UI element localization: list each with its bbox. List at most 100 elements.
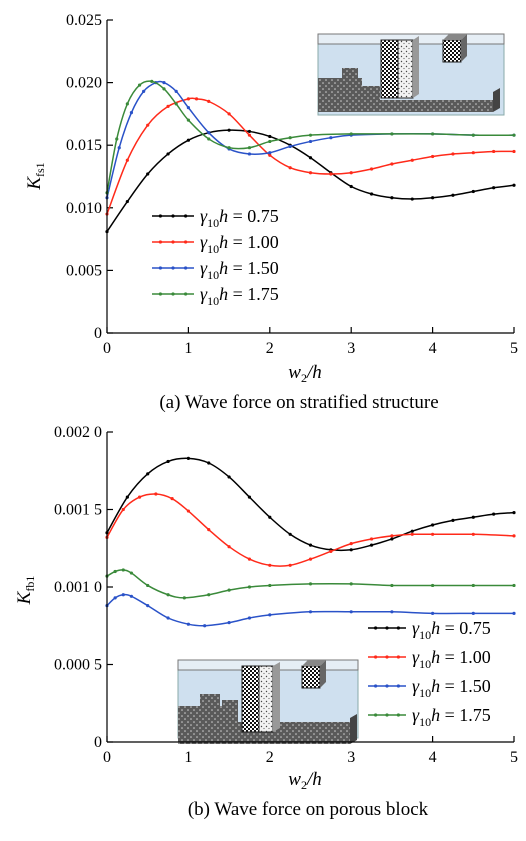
data-point [166,152,170,156]
data-point [451,152,455,156]
data-point [247,146,252,150]
structure-illustration-a [317,33,505,116]
y-tick-label: 0.001 5 [54,502,102,519]
data-point [349,184,353,189]
data-point [349,582,353,586]
data-point [369,167,374,171]
data-point [186,106,190,110]
data-point [207,528,211,532]
data-point [329,549,333,553]
legend-marker [385,713,389,717]
x-tick-label: 1 [184,749,192,766]
data-point [121,593,125,597]
data-point [186,97,190,101]
data-point [207,131,211,135]
data-point [227,545,231,549]
data-point [227,112,231,116]
data-point [390,583,394,588]
data-point [268,563,272,567]
data-point [268,583,272,588]
data-point [150,79,154,83]
data-point [186,456,190,460]
legend-marker [396,713,400,717]
series-line [106,493,515,567]
data-point [390,196,394,200]
data-point [227,621,231,625]
series-line [106,457,515,552]
legend-marker [171,292,175,296]
data-point [288,532,292,536]
data-point [146,172,150,176]
data-point [268,151,272,155]
legend-marker [158,292,162,296]
legend-marker [184,266,188,270]
data-point [349,171,353,175]
data-point [431,154,435,159]
legend-marker [184,292,188,296]
data-point [166,104,170,108]
data-point [268,515,272,519]
data-point [268,134,272,139]
legend-label: γ10h = 1.50 [412,676,491,700]
legend-marker [385,626,389,630]
data-point [512,149,516,154]
x-tick-label: 0 [103,340,111,357]
data-point [121,507,125,512]
data-point [170,497,174,501]
data-point [431,611,435,615]
data-point [186,509,190,513]
legend-marker [158,214,162,218]
data-point [174,102,178,106]
data-point [125,102,129,106]
data-point [227,146,231,150]
structure-illustration-b [177,659,359,744]
data-point [512,611,516,615]
x-ticks-a: 0 1 2 3 4 5 [103,327,518,357]
data-point [142,89,146,93]
panel-a: 0 0.005 0.010 0.015 0.020 0.025 0 1 2 3 4 5 Kfs1 w… [24,12,518,413]
legend-marker [374,684,378,688]
data-point [125,199,129,204]
data-point [390,132,394,136]
data-point [369,543,374,547]
legend-marker [184,240,188,244]
data-point [162,81,166,85]
data-point [182,596,186,600]
legend-marker [396,626,400,630]
x-axis-label-a: w2/h [288,362,321,385]
x-tick-label: 2 [266,340,274,357]
data-point [186,138,190,142]
data-point [247,495,252,499]
data-point [227,475,231,479]
data-point [349,610,353,614]
data-point [207,99,211,103]
legend-marker [171,240,175,244]
y-tick-label: 0 [94,734,102,751]
caption-b: (b) Wave force on porous block [188,799,429,820]
data-point [166,616,170,620]
data-point [308,582,313,586]
data-point [207,593,211,597]
data-point [471,133,475,137]
legend-label: γ10h = 0.75 [412,618,491,642]
data-point [329,172,333,176]
legend-marker [385,684,389,688]
data-point [329,136,333,140]
y-tick-label: 0.025 [66,12,102,29]
data-point [146,604,150,608]
data-point [186,118,190,122]
y-tick-label: 0.005 [66,262,102,279]
data-point [512,534,516,538]
data-point [268,153,272,157]
legend-marker [158,266,162,270]
data-point [288,563,292,567]
y-tick-label: 0.020 [66,75,102,92]
data-point [390,534,394,538]
x-tick-label: 5 [510,749,518,766]
data-point [308,171,313,175]
data-point [512,183,516,187]
data-point [471,515,475,519]
y-ticks-b: 0 0.000 5 0.001 0 0.001 5 0.002 0 [54,424,113,751]
